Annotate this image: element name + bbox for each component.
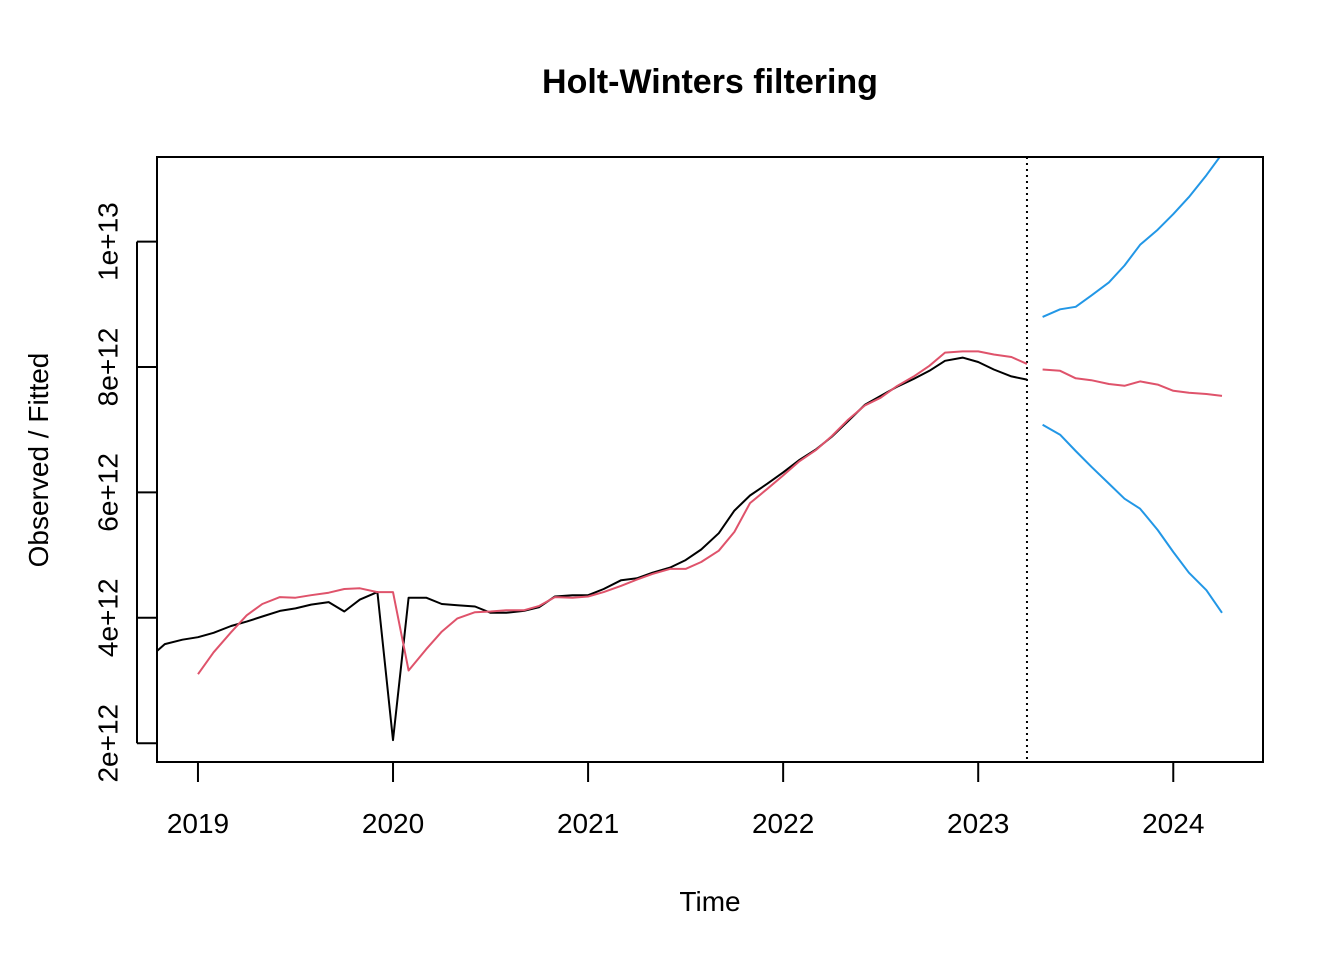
x-tick-label: 2020 [362,808,424,839]
x-tick-label: 2024 [1142,808,1204,839]
x-tick-label: 2019 [167,808,229,839]
y-tick-label: 2e+12 [92,704,123,783]
chart-title: Holt-Winters filtering [542,63,878,101]
y-tick-label: 6e+12 [92,453,123,532]
x-tick-label: 2023 [947,808,1009,839]
y-axis-label: Observed / Fitted [23,353,54,568]
plot-area [157,157,1223,762]
x-axis-label: Time [679,886,740,917]
series-line-lower [1042,423,1223,614]
y-axis: 2e+12 4e+12 6e+12 8e+12 1e+13 [92,202,157,783]
series-line-fitted [197,350,1028,675]
x-tick-label: 2021 [557,808,619,839]
y-tick-label: 8e+12 [92,328,123,407]
series-line-observed [157,356,1028,742]
x-tick-label: 2022 [752,808,814,839]
x-axis: 2019 2020 2021 2022 2023 2024 [167,762,1204,839]
series-line-forecast [1042,368,1223,397]
y-tick-label: 4e+12 [92,578,123,657]
series-line-upper [1042,157,1221,318]
plot-frame [156,156,1264,763]
y-tick-label: 1e+13 [92,202,123,281]
